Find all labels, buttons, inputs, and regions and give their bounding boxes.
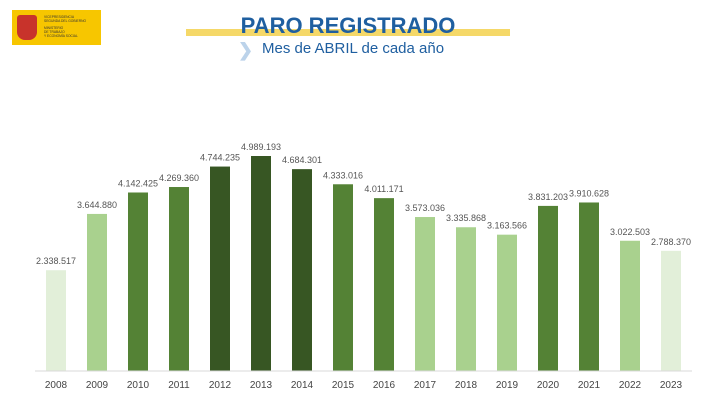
ministry-logo: VICEPRESIDENCIA SEGUNDA DEL GOBIERNO MIN… xyxy=(12,10,101,45)
bar xyxy=(538,205,558,371)
data-label: 3.831.203 xyxy=(528,192,568,202)
bar xyxy=(620,240,640,371)
data-label: 4.989.193 xyxy=(241,142,281,152)
bar xyxy=(456,227,476,371)
bar xyxy=(579,202,599,371)
x-tick-label: 2019 xyxy=(496,380,519,391)
data-label: 3.163.566 xyxy=(487,221,527,231)
bar xyxy=(661,250,681,371)
x-tick-label: 2021 xyxy=(578,380,601,391)
coat-of-arms-icon xyxy=(17,15,37,40)
title-highlight-band xyxy=(186,29,510,36)
bar xyxy=(415,217,435,371)
x-tick-label: 2012 xyxy=(209,380,232,391)
data-label: 4.142.425 xyxy=(118,178,158,188)
bar xyxy=(169,187,189,371)
data-label: 4.269.360 xyxy=(159,173,199,183)
data-label: 4.744.235 xyxy=(200,153,240,163)
bar xyxy=(46,270,66,371)
bar xyxy=(374,198,394,371)
logo-text: MINISTERIO xyxy=(44,26,64,30)
data-label: 4.011.171 xyxy=(364,184,403,194)
chart-title: PARO REGISTRADO xyxy=(240,13,456,38)
data-label: 3.644.880 xyxy=(77,200,117,210)
x-tick-label: 2018 xyxy=(455,380,478,391)
x-tick-label: 2008 xyxy=(45,380,68,391)
x-tick-label: 2016 xyxy=(373,380,396,391)
x-tick-label: 2022 xyxy=(619,380,642,391)
bar xyxy=(128,192,148,371)
x-tick-label: 2010 xyxy=(127,380,150,391)
logo-text: Y ECONOMÍA SOCIAL xyxy=(44,34,78,38)
x-tick-label: 2013 xyxy=(250,380,273,391)
x-tick-label: 2020 xyxy=(537,380,560,391)
bar xyxy=(292,169,312,371)
bar xyxy=(251,156,271,371)
data-label: 4.333.016 xyxy=(323,170,363,180)
x-tick-label: 2009 xyxy=(86,380,109,391)
x-tick-label: 2011 xyxy=(168,380,190,391)
bar xyxy=(210,166,230,371)
x-tick-label: 2017 xyxy=(414,380,437,391)
chart-subtitle: Mes de ABRIL de cada año xyxy=(262,40,445,57)
x-tick-label: 2015 xyxy=(332,380,355,391)
logo-text: VICEPRESIDENCIA xyxy=(44,15,75,19)
data-label: 2.788.370 xyxy=(651,237,691,247)
chevron-right-icon: ❯ xyxy=(238,40,254,60)
logo-text: DE TRABAJO xyxy=(44,30,65,34)
data-label: 3.335.868 xyxy=(446,213,486,223)
bar xyxy=(333,184,353,371)
data-label: 2.338.517 xyxy=(36,256,76,266)
logo-text: SEGUNDA DEL GOBIERNO xyxy=(44,19,87,23)
x-tick-label: 2023 xyxy=(660,380,683,391)
x-tick-label: 2014 xyxy=(291,380,314,391)
bar xyxy=(87,213,107,371)
data-label: 3.573.036 xyxy=(405,203,445,213)
data-label: 3.022.503 xyxy=(610,227,650,237)
data-label: 4.684.301 xyxy=(282,155,322,165)
data-label: 3.910.628 xyxy=(569,188,609,198)
bar xyxy=(497,234,517,371)
